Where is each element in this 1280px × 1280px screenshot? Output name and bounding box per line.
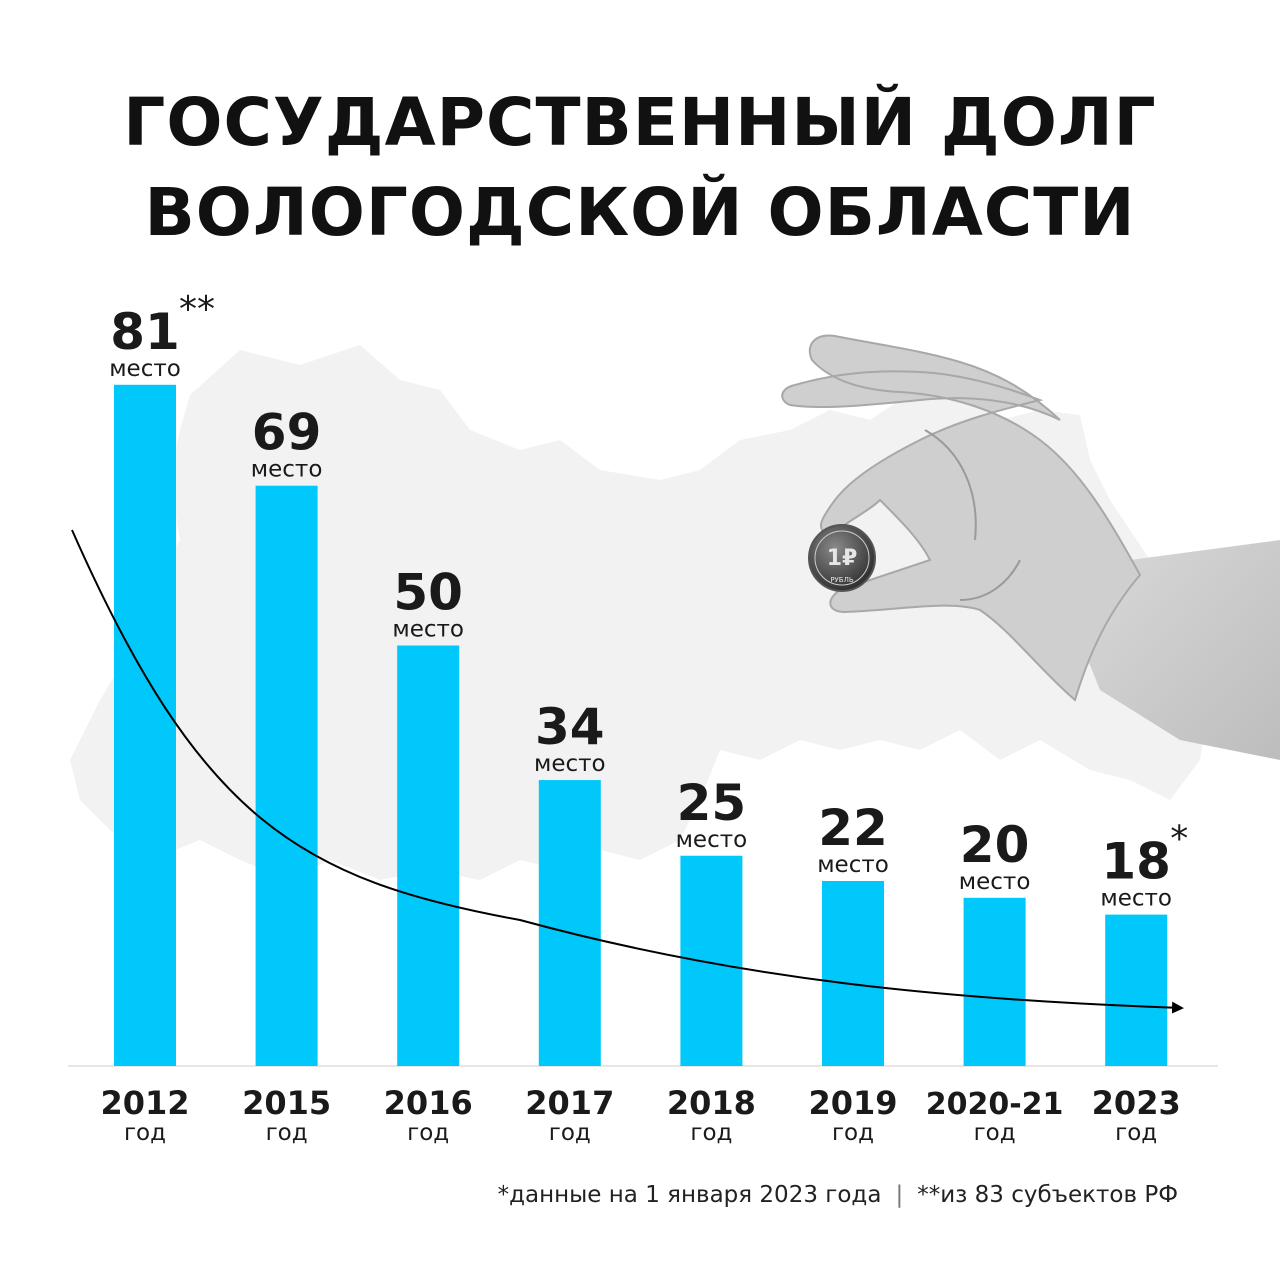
bar-2012 (114, 384, 176, 1066)
value-sublabel-2020-21: место (959, 869, 1031, 895)
bar-2017 (538, 780, 601, 1066)
bar-2016 (397, 645, 460, 1066)
hand (781, 334, 1142, 702)
value-sublabel-2016: место (392, 617, 464, 643)
value-label-2023: 18 (1101, 833, 1171, 891)
category-sublabel-2018: год (690, 1120, 732, 1146)
category-sublabel-2015: год (266, 1120, 308, 1146)
coin: 1₽ РУБЛЬ (808, 524, 876, 592)
bar-2023 (1105, 914, 1168, 1066)
footnote-separator: | (895, 1182, 904, 1208)
value-label-2019: 22 (818, 799, 888, 857)
title-line-1: ГОСУДАРСТВЕННЫЙ ДОЛГ (123, 84, 1157, 161)
finger-crease (924, 429, 1021, 601)
category-sublabel-2012: год (124, 1120, 166, 1146)
value-sublabel-2023: место (1100, 886, 1172, 912)
chart-title: ГОСУДАРСТВЕННЫЙ ДОЛГ ВОЛОГОДСКОЙ ОБЛАСТИ (0, 78, 1280, 258)
coin-body (808, 524, 876, 592)
value-label-2015: 69 (252, 404, 322, 462)
footnote: *данные на 1 января 2023 года | **из 83 су… (498, 1182, 1178, 1208)
trend-arrow (71, 529, 1184, 1014)
category-label-2016: 2016 (384, 1084, 473, 1122)
sleeve (1080, 540, 1280, 760)
value-label-2020-21: 20 (960, 816, 1030, 874)
coin-text: РУБЛЬ (830, 576, 854, 584)
category-label-2020-21: 2020-21 (926, 1087, 1064, 1122)
category-sublabel-2017: год (549, 1120, 591, 1146)
category-sublabel-2020-21: год (974, 1120, 1016, 1146)
footnote-subjects: **из 83 субъектов РФ (917, 1182, 1178, 1208)
value-label-2018: 25 (677, 774, 747, 832)
value-sublabel-2017: место (534, 751, 606, 777)
value-label-2017: 34 (535, 698, 605, 756)
value-sublabel-2019: место (817, 852, 889, 878)
footnote-data-date: *данные на 1 января 2023 года (497, 1182, 882, 1208)
value-label-2012: 81 (110, 303, 180, 361)
coin-rim (814, 530, 870, 586)
coin-denomination: 1₽ (827, 546, 858, 571)
category-sublabel-2019: год (832, 1120, 874, 1146)
bars-group: 81 **место2012год69место2015год50место201… (100, 289, 1188, 1146)
category-sublabel-2016: год (407, 1120, 449, 1146)
value-sublabel-2015: место (251, 457, 323, 483)
hand-with-coin-illustration: 1₽ РУБЛЬ (781, 334, 1280, 760)
bar-2020-21 (963, 897, 1026, 1066)
category-label-2019: 2019 (808, 1084, 897, 1122)
value-mark-2023: * (1170, 819, 1188, 860)
bar-2015 (255, 485, 318, 1067)
category-label-2017: 2017 (525, 1084, 614, 1122)
title-line-2: ВОЛОГОДСКОЙ ОБЛАСТИ (144, 174, 1136, 251)
value-label-2016: 50 (393, 564, 463, 622)
value-mark-2012: ** (179, 289, 215, 330)
category-label-2023: 2023 (1092, 1084, 1181, 1122)
category-label-2015: 2015 (242, 1084, 331, 1122)
category-label-2018: 2018 (667, 1084, 756, 1122)
category-sublabel-2023: год (1115, 1120, 1157, 1146)
bar-2018 (680, 855, 743, 1066)
value-sublabel-2018: место (676, 827, 748, 853)
bar-2019 (822, 880, 884, 1066)
category-label-2012: 2012 (100, 1084, 189, 1122)
value-sublabel-2012: место (109, 356, 181, 382)
